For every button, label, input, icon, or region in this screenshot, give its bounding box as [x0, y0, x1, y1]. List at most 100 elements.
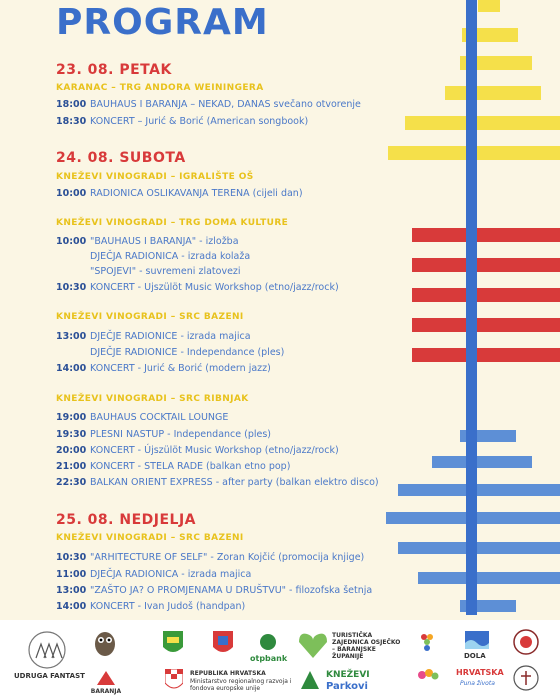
event-time: 14:00: [56, 363, 87, 374]
tourist-board-logo: [298, 630, 328, 660]
list-item: 13:00 "ZAŠTO JA? O PROMJENAMA U DRUŠTVU" …: [56, 585, 372, 596]
puna-zivota-label: Puna života: [460, 680, 495, 687]
event-text: KONCERT - Jurić & Borić (modern jazz): [90, 363, 271, 374]
blue-stem: [466, 0, 477, 615]
venue-heading: KNEŽEVI VINOGRADI – IGRALIŠTE OŠ: [56, 172, 254, 182]
event-time: 18:30: [56, 116, 87, 127]
event-time: 18:00: [56, 99, 87, 110]
croatia-coat-of-arms-icon: [164, 668, 184, 694]
venue-heading: KNEŽEVI VINOGRADI – SRC RIBNJAK: [56, 394, 249, 404]
list-item: 14:00 KONCERT - Ivan Judoš (handpan): [56, 601, 245, 612]
yellow-bar: [460, 56, 532, 70]
red-bar: [412, 258, 560, 272]
event-text: BAUHAUS I BARANJA – NEKAD, DANAS svečano…: [90, 99, 361, 110]
venue-heading: KNEŽEVI VINOGRADI – SRC BAZENI: [56, 312, 244, 322]
event-time: 21:00: [56, 461, 87, 472]
event-text: KONCERT - Ivan Judoš (handpan): [90, 601, 246, 612]
list-item: DJEČJA RADIONICA - izrada kolaža: [56, 251, 250, 262]
event-time: 19:00: [56, 412, 87, 423]
blue-bar: [398, 542, 560, 554]
parkovi-label-1: KNEŽEVI: [326, 670, 370, 680]
event-time: 13:00: [56, 585, 87, 596]
list-item: 10:30 KONCERT - Ujszülöt Music Workshop (…: [56, 282, 339, 293]
event-time: 10:30: [56, 282, 87, 293]
dola-label: DOLA: [464, 652, 486, 660]
venue-heading: KARANAC – TRG ANDORA WEININGERA: [56, 83, 264, 93]
owl-logo: [92, 628, 118, 658]
event-text: DJEČJE RADIONICE - Independance (ples): [90, 347, 285, 358]
list-item: 13:00 DJEČJE RADIONICE - izrada majica: [56, 331, 251, 342]
red-bar: [412, 318, 560, 332]
event-text: PLESNI NASTUP - Independance (ples): [90, 429, 272, 440]
yellow-bar: [405, 116, 560, 130]
red-bar: [412, 348, 560, 362]
event-time: 10:30: [56, 552, 87, 563]
event-text: "SPOJEVI" - suvremeni zlatovezi: [90, 266, 241, 277]
day-heading: 25. 08. NEDJELJA: [56, 512, 196, 528]
event-text: BALKAN ORIENT EXPRESS - after party (bal…: [90, 477, 379, 488]
sponsor-footer: UDRUGA FANTAST BARANJA REPUBLIKA HRVATSK…: [0, 620, 560, 700]
list-item: 11:00 DJEČJA RADIONICA - izrada majica: [56, 569, 251, 580]
parkovi-icon: [298, 668, 322, 692]
event-text: BAUHAUS COCKTAIL LOUNGE: [90, 412, 229, 423]
baranja-label: BARANJA: [90, 688, 122, 695]
list-item: 14:00 KONCERT - Jurić & Borić (modern jaz…: [56, 363, 271, 374]
event-text: "ZAŠTO JA? O PROMJENAMA U DRUŠTVU" - fil…: [90, 585, 373, 596]
day-heading: 24. 08. SUBOTA: [56, 150, 186, 166]
parkovi-label-2: Parkovi: [326, 681, 368, 692]
event-text: KONCERT – Jurić & Borić (American songbo…: [90, 116, 309, 127]
dola-logo: [464, 630, 490, 650]
municipality-coat-of-arms-icon: [212, 630, 234, 658]
event-text: "ARHITECTURE OF SELF" - Zoran Kojčić (pr…: [90, 552, 365, 563]
blue-bar: [432, 456, 532, 468]
ministry-label: Ministarstvo regionalnog razvoja i fondo…: [190, 678, 292, 692]
list-item: "SPOJEVI" - suvremeni zlatovezi: [56, 266, 241, 277]
event-text: DJEČJE RADIONICE - izrada majica: [90, 331, 251, 342]
blue-bar: [398, 484, 560, 496]
hrvatska-label: HRVATSKA: [456, 668, 504, 677]
list-item: 19:30 PLESNI NASTUP - Independance (ples): [56, 429, 271, 440]
event-text: DJEČJA RADIONICA - izrada kolaža: [90, 251, 251, 262]
yellow-bar: [478, 0, 500, 12]
list-item: 19:00 BAUHAUS COCKTAIL LOUNGE: [56, 412, 228, 423]
red-bar: [412, 288, 560, 302]
list-item: 21:00 KONCERT - STELA RADE (balkan etno p…: [56, 461, 290, 472]
otpbank-label: otpbank: [250, 654, 288, 663]
event-time: 20:00: [56, 445, 87, 456]
list-item: 20:00 KONCERT - Újszülöt Music Workshop (…: [56, 445, 339, 456]
red-bar: [412, 228, 560, 242]
page-title: PROGRAM: [56, 2, 269, 43]
event-time: 22:30: [56, 477, 87, 488]
tourist-board-label: TURISTIČKA ZAJEDNICA OSJEČKO – BARANJSKE…: [332, 632, 401, 660]
list-item: 10:00 RADIONICA OSLIKAVANJA TERENA (cijel…: [56, 188, 303, 199]
event-time: 11:00: [56, 569, 87, 580]
list-item: DJEČJE RADIONICE - Independance (ples): [56, 347, 284, 358]
event-time: 10:00: [56, 188, 87, 199]
seal-logo: [512, 628, 540, 656]
county-coat-of-arms-icon: [162, 630, 184, 658]
baranja-logo: [96, 670, 116, 686]
blue-bar: [418, 572, 560, 584]
event-time: 10:00: [56, 236, 87, 247]
event-time: 19:30: [56, 429, 87, 440]
otpbank-logo: [258, 632, 278, 652]
udruga-label: UDRUGA FANTAST: [14, 672, 85, 680]
udruga-fantast-logo: [22, 630, 72, 670]
event-text: RADIONICA OSLIKAVANJA TERENA (cijeli dan…: [90, 188, 303, 199]
republika-label: REPUBLIKA HRVATSKA: [190, 670, 266, 677]
list-item: 10:30 "ARHITECTURE OF SELF" - Zoran Kojči…: [56, 552, 364, 563]
list-item: 18:30 KONCERT – Jurić & Borić (American s…: [56, 116, 308, 127]
event-text: "BAUHAUS I BARANJA" - izložba: [90, 236, 239, 247]
day-heading: 23. 08. PETAK: [56, 62, 172, 78]
event-time: 13:00: [56, 331, 87, 342]
event-text: KONCERT - STELA RADE (balkan etno pop): [90, 461, 291, 472]
yellow-bar: [445, 86, 541, 100]
event-time: 14:00: [56, 601, 87, 612]
event-text: KONCERT - Ujszülöt Music Workshop (etno/…: [90, 282, 339, 293]
flowers-icon: [416, 666, 440, 684]
event-text: KONCERT - Újszülöt Music Workshop (etno/…: [90, 445, 339, 456]
venue-heading: KNEŽEVI VINOGRADI – SRC BAZENI: [56, 533, 244, 543]
list-item: 22:30 BALKAN ORIENT EXPRESS - after party…: [56, 477, 379, 488]
church-seal-logo: [512, 664, 540, 692]
list-item: 18:00 BAUHAUS I BARANJA – NEKAD, DANAS sv…: [56, 99, 361, 110]
